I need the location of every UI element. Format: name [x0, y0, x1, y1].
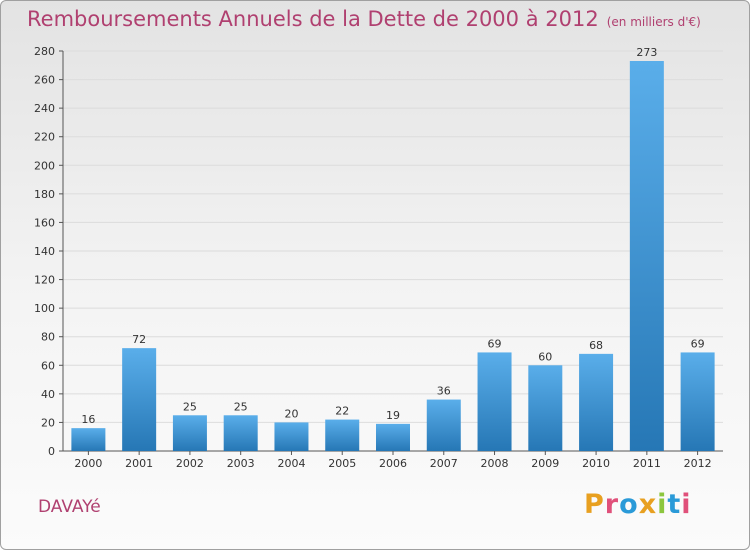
- bar: [325, 419, 360, 451]
- bar-value-label: 60: [538, 350, 552, 363]
- unit-label: (en milliers d'€): [606, 15, 701, 29]
- logo-letter: x: [638, 489, 658, 520]
- y-tick-label: 220: [34, 131, 55, 144]
- bar-value-label: 69: [691, 337, 705, 350]
- x-tick-label: 2012: [684, 457, 712, 470]
- x-tick-label: 2002: [176, 457, 204, 470]
- x-tick-label: 2004: [277, 457, 305, 470]
- proxiti-logo: Proxiti: [584, 489, 692, 520]
- logo-letter: r: [604, 489, 620, 520]
- y-tick-label: 240: [34, 102, 55, 115]
- bar: [274, 422, 309, 451]
- y-tick-label: 160: [34, 216, 55, 229]
- logo-letter: P: [584, 489, 605, 520]
- y-tick-label: 0: [48, 445, 55, 458]
- bar: [172, 415, 207, 451]
- y-tick-label: 60: [41, 359, 55, 372]
- bar: [528, 365, 563, 451]
- bar-value-label: 69: [488, 337, 502, 350]
- x-tick-label: 2008: [481, 457, 509, 470]
- logo-letter: o: [619, 489, 639, 520]
- y-tick-label: 40: [41, 388, 55, 401]
- bar-value-label: 273: [636, 46, 657, 59]
- y-tick-label: 200: [34, 159, 55, 172]
- bar: [426, 399, 461, 451]
- y-tick-label: 120: [34, 274, 55, 287]
- bar: [680, 352, 715, 451]
- y-tick-label: 280: [34, 45, 55, 58]
- bar-value-label: 16: [81, 413, 95, 426]
- x-tick-label: 2009: [531, 457, 559, 470]
- bar-value-label: 25: [234, 400, 248, 413]
- bar-value-label: 20: [284, 407, 298, 420]
- x-tick-label: 2003: [227, 457, 255, 470]
- bar: [122, 348, 157, 451]
- x-tick-label: 2007: [430, 457, 458, 470]
- bar: [629, 61, 664, 451]
- y-tick-label: 20: [41, 416, 55, 429]
- bar-value-label: 68: [589, 339, 603, 352]
- bar-value-label: 36: [437, 385, 451, 398]
- bar-value-label: 25: [183, 400, 197, 413]
- bar: [376, 423, 410, 451]
- y-tick-label: 260: [34, 74, 55, 87]
- y-tick-label: 140: [34, 245, 55, 258]
- x-tick-label: 2001: [125, 457, 153, 470]
- logo-letter: t: [667, 489, 682, 520]
- x-tick-label: 2010: [582, 457, 610, 470]
- y-tick-label: 80: [41, 331, 55, 344]
- commune-name: DAVAYé: [38, 497, 101, 517]
- x-tick-label: 2011: [633, 457, 661, 470]
- chart-title: Remboursements Annuels de la Dette de 20…: [27, 7, 701, 31]
- bar: [477, 352, 512, 451]
- bar: [71, 428, 106, 451]
- bar: [223, 415, 258, 451]
- bar-value-label: 72: [132, 333, 146, 346]
- title-text: Remboursements Annuels de la Dette de 20…: [27, 7, 599, 31]
- bar-value-label: 19: [386, 409, 400, 422]
- bar-value-label: 22: [335, 405, 349, 418]
- logo-letter: i: [657, 489, 668, 520]
- y-tick-label: 180: [34, 188, 55, 201]
- y-tick-label: 100: [34, 302, 55, 315]
- logo-letter: i: [681, 489, 692, 520]
- x-tick-label: 2006: [379, 457, 407, 470]
- x-tick-label: 2000: [74, 457, 102, 470]
- bar: [579, 353, 614, 451]
- x-tick-label: 2005: [328, 457, 356, 470]
